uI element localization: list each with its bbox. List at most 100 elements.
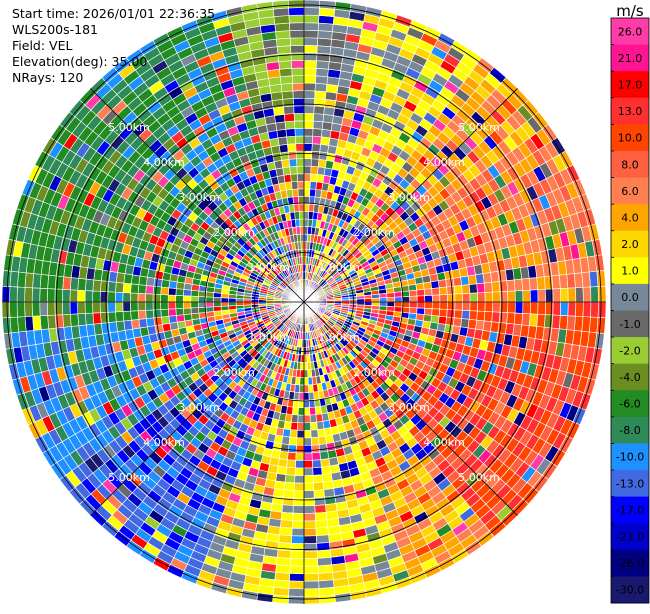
range-gate-cell: [304, 392, 309, 400]
range-gate-cell: [423, 282, 431, 289]
range-gate-cell: [308, 370, 312, 378]
range-gate-cell: [432, 288, 440, 295]
range-gate-cell: [40, 302, 48, 316]
range-gate-cell: [286, 129, 295, 137]
range-gate-cell: [319, 0, 335, 9]
range-gate-cell: [161, 309, 169, 317]
range-gate-cell: [276, 565, 291, 574]
range-gate-cell: [313, 475, 323, 483]
range-gate-cell: [304, 581, 319, 589]
range-gate-cell: [515, 302, 523, 313]
range-gate-cell: [568, 302, 576, 316]
range-gate-cell: [161, 294, 169, 302]
range-gate-cell: [273, 8, 289, 17]
range-gate-cell: [289, 15, 304, 23]
range-gate-cell: [123, 283, 131, 293]
range-gate-cell: [10, 302, 18, 317]
range-gate-cell: [394, 302, 402, 307]
range-gate-cell: [304, 151, 312, 159]
range-gate-cell: [292, 521, 304, 529]
range-gate-cell: [311, 430, 318, 438]
range-gate-cell: [462, 285, 470, 294]
range-gate-cell: [304, 415, 310, 423]
range-gate-cell: [304, 143, 312, 151]
range-gate-cell: [318, 23, 333, 32]
range-gate-cell: [447, 294, 455, 302]
range-gate-cell: [293, 506, 304, 514]
range-gate-cell: [319, 580, 334, 589]
range-gate-cell: [296, 151, 304, 159]
range-gate-cell: [560, 302, 568, 316]
range-gate-cell: [281, 83, 293, 91]
range-gate-cell: [314, 98, 325, 106]
range-gate-cell: [417, 296, 425, 302]
range-gate-cell: [288, 151, 296, 159]
range-gate-cell: [364, 298, 372, 302]
range-gate-cell: [461, 276, 470, 285]
range-gate-cell: [293, 513, 304, 521]
range-gate-cell: [221, 306, 229, 311]
range-gate-cell: [515, 291, 523, 302]
range-gate-cell: [146, 310, 154, 319]
range-gate-cell: [304, 53, 317, 61]
range-gate-cell: [321, 137, 330, 146]
range-gate-cell: [308, 377, 313, 385]
range-gate-cell: [394, 292, 402, 298]
range-gate-cell: [154, 278, 162, 287]
range-gate-cell: [447, 310, 455, 318]
range-gate-cell: [289, 23, 304, 31]
range-gate-cell: [296, 143, 304, 151]
range-gate-cell: [290, 430, 297, 438]
range-gate-cell: [311, 437, 319, 445]
range-gate-cell: [304, 76, 316, 84]
range-gate-cell: [575, 302, 583, 317]
range-gate-cell: [298, 181, 304, 189]
range-gate-cell: [455, 302, 463, 310]
range-gate-cell: [33, 274, 42, 289]
range-gate-cell: [145, 294, 153, 302]
range-gate-cell: [318, 572, 333, 581]
range-gate-cell: [293, 498, 304, 506]
colorbar-tick-label: 8.0: [621, 158, 639, 171]
range-gate-cell: [560, 288, 568, 302]
range-gate-cell: [425, 302, 433, 309]
range-gate-cell: [291, 422, 298, 430]
range-gate-cell: [522, 278, 530, 290]
range-gate-cell: [499, 312, 507, 323]
range-gate-cell: [176, 289, 184, 296]
range-gate-cell: [221, 298, 229, 302]
range-gate-cell: [304, 219, 308, 227]
range-gate-cell: [387, 302, 395, 307]
range-gate-cell: [293, 98, 304, 106]
range-gate-cell: [508, 302, 516, 313]
range-gate-cell: [299, 204, 304, 212]
range-ring-label: 4.00km: [143, 436, 185, 449]
range-ring-label: 2.00km: [353, 226, 395, 239]
range-gate-cell: [130, 293, 138, 302]
range-gate-cell: [514, 279, 522, 291]
range-gate-cell: [139, 276, 148, 285]
range-gate-cell: [280, 520, 292, 528]
range-gate-cell: [287, 460, 296, 468]
range-gate-cell: [40, 274, 49, 288]
range-gate-cell: [283, 497, 294, 505]
range-gate-cell: [213, 302, 221, 307]
range-gate-cell: [312, 460, 321, 468]
range-gate-cell: [372, 294, 380, 298]
range-gate-cell: [115, 292, 123, 302]
range-gate-cell: [315, 505, 326, 513]
range-gate-cell: [304, 68, 316, 76]
range-gate-cell: [131, 311, 139, 320]
colorbar-tick-label: -30.0: [616, 584, 644, 597]
range-gate-cell: [278, 542, 291, 551]
range-gate-cell: [291, 536, 304, 544]
range-gate-cell: [153, 302, 161, 310]
range-gate-cell: [273, 587, 289, 596]
range-gate-cell: [85, 313, 93, 325]
range-gate-cell: [485, 292, 493, 302]
range-gate-cell: [291, 60, 304, 68]
range-gate-cell: [55, 315, 64, 328]
colorbar-tick-label: 0.0: [621, 291, 639, 304]
range-gate-cell: [280, 76, 292, 84]
